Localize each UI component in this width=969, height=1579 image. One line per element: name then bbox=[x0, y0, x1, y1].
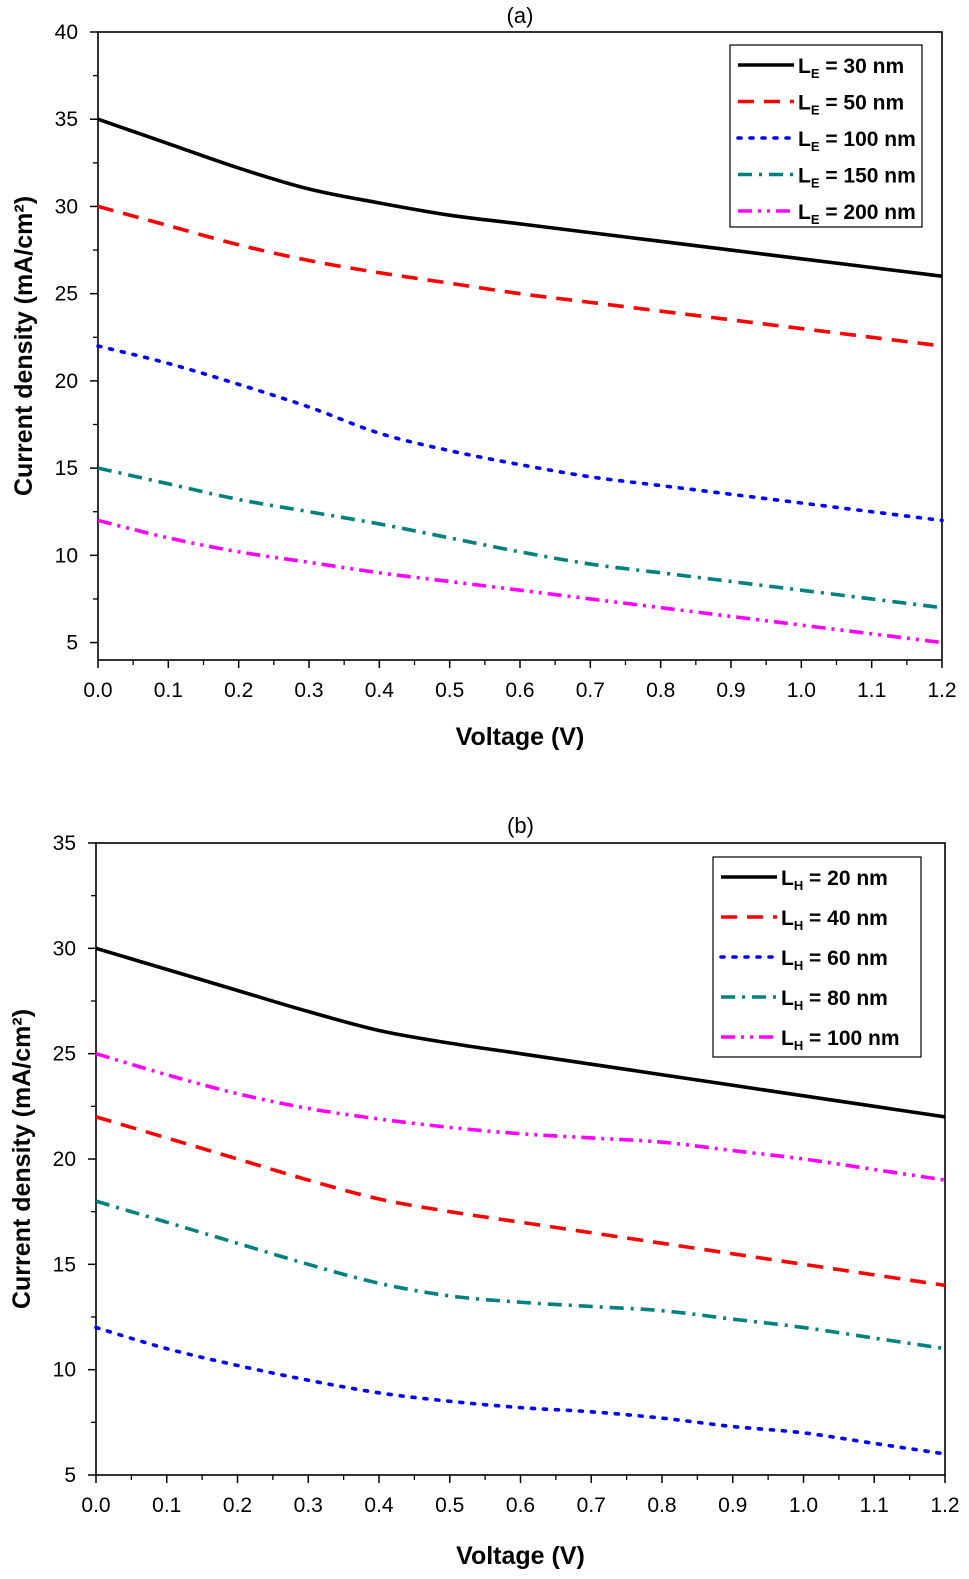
panel-a-y-axis-label: Current density (mA/cm²) bbox=[10, 196, 38, 496]
panel-a-x-tick-label: 0.1 bbox=[154, 679, 183, 702]
panel-b-series-line-2 bbox=[95, 1115, 946, 1288]
panel-a-x-tick-label: 1.2 bbox=[927, 679, 956, 702]
panel-a-x-axis-label: Voltage (V) bbox=[456, 723, 585, 751]
panel-a-series-line-5 bbox=[97, 518, 943, 645]
panel-b-legend-label-4: LH = 80 nm bbox=[781, 987, 888, 1013]
panel-a-y-tick-label: 35 bbox=[55, 108, 78, 131]
panel-b-y-tick-label: 10 bbox=[53, 1359, 76, 1382]
panel-a-x-tick-label: 0.9 bbox=[716, 679, 745, 702]
panel-b-y-axis-label: Current density (mA/cm²) bbox=[8, 1009, 36, 1309]
panel-a-x-tick-label: 0.0 bbox=[83, 679, 112, 702]
panel-b-y-tick-label: 30 bbox=[53, 937, 76, 960]
panel-a-legend-label-4: LE = 150 nm bbox=[798, 165, 916, 191]
panel-b-x-tick-label: 0.5 bbox=[435, 1494, 464, 1517]
panel-b-series-line-3 bbox=[94, 1325, 947, 1456]
panel-b-y-tick-label: 5 bbox=[64, 1464, 76, 1487]
panel-b-x-tick-label: 0.2 bbox=[223, 1494, 252, 1517]
chart-panel-b: (b) 0.0 0.1 0.2 0.3 0.4 0.5 0.6 0.7 0.8 0.9 1.0 1.1 1… bbox=[8, 813, 960, 1570]
panel-b-legend: LH = 20 nm LH = 40 nm LH = 60 nm LH = 80 nm… bbox=[712, 856, 922, 1058]
panel-a-x-tick-label: 0.6 bbox=[505, 679, 534, 702]
panel-a-x-tick-label: 0.5 bbox=[435, 679, 464, 702]
panel-b-y-tick-label: 35 bbox=[53, 832, 76, 855]
panel-a-series-line-1 bbox=[97, 117, 943, 279]
panel-b-x-tick-label: 0.8 bbox=[647, 1494, 676, 1517]
panel-b-x-tick-label: 0.6 bbox=[506, 1494, 535, 1517]
panel-b-x-tick-label: 0.7 bbox=[577, 1494, 606, 1517]
panel-a-series-line-4 bbox=[97, 466, 943, 610]
panel-a-x-tick-label: 0.3 bbox=[294, 679, 323, 702]
panel-b-x-tick-label: 0.1 bbox=[152, 1494, 181, 1517]
panel-b-x-tick-label: 0.0 bbox=[81, 1494, 110, 1517]
panel-b-series-line-1 bbox=[95, 946, 946, 1119]
panel-b-legend-label-3: LH = 60 nm bbox=[781, 947, 888, 973]
panel-a-y-tick-label: 30 bbox=[55, 195, 78, 218]
panel-b-x-axis-label: Voltage (V) bbox=[456, 1542, 585, 1570]
panel-b-x-tick-label: 1.2 bbox=[930, 1494, 959, 1517]
chart-panel-a: (a) 0.0 0.1 0.2 0.3 0.4 0.5 0.6 0.7 0.8 0.9 1.0 1.1 1… bbox=[10, 3, 957, 751]
panel-a-legend-label-3: LE = 100 nm bbox=[798, 128, 916, 154]
panel-a-legend-label-1: LE = 30 nm bbox=[798, 55, 904, 81]
panel-a-x-tick-label: 0.7 bbox=[576, 679, 605, 702]
panel-a-y-tick-label: 25 bbox=[55, 283, 78, 306]
panel-b-legend-label-2: LH = 40 nm bbox=[781, 907, 888, 933]
panel-a-legend-label-5: LE = 200 nm bbox=[798, 201, 916, 227]
panel-a-x-tick-label: 0.2 bbox=[224, 679, 253, 702]
panel-a-x-tick-label: 1.1 bbox=[857, 679, 886, 702]
panel-a-series-line-2 bbox=[97, 204, 943, 348]
panel-a-y-tick-label: 15 bbox=[55, 457, 78, 480]
panel-b-y-tick-label: 15 bbox=[53, 1253, 76, 1276]
panel-b-legend-label-1: LH = 20 nm bbox=[781, 867, 888, 893]
panel-a-y-tick-label: 40 bbox=[55, 21, 78, 44]
panel-b-title: (b) bbox=[507, 813, 534, 838]
panel-a-x-tick-label: 0.4 bbox=[365, 679, 395, 702]
panel-b-legend-label-5: LH = 100 nm bbox=[781, 1027, 900, 1053]
panel-b-x-tick-label: 0.3 bbox=[294, 1494, 323, 1517]
panel-b-series-line-5 bbox=[95, 1051, 946, 1182]
panel-a-y-tick-label: 10 bbox=[55, 544, 78, 567]
panel-a-x-tick-label: 1.0 bbox=[787, 679, 816, 702]
panel-a-y-tick-label: 5 bbox=[66, 632, 78, 655]
panel-b-y-tick-label: 20 bbox=[53, 1148, 76, 1171]
panel-a-series-line-3 bbox=[96, 344, 944, 523]
panel-a-legend-label-2: LE = 50 nm bbox=[798, 92, 904, 118]
panel-a-legend: LE = 30 nm LE = 50 nm LE = 100 nm LE = 150 … bbox=[729, 44, 923, 228]
panel-b-x-tick-label: 1.1 bbox=[860, 1494, 889, 1517]
panel-b-series-line-4 bbox=[95, 1199, 946, 1351]
panel-b-x-tick-label: 0.4 bbox=[364, 1494, 394, 1517]
panel-b-y-tick-label: 25 bbox=[53, 1043, 76, 1066]
panel-a-x-tick-label: 0.8 bbox=[646, 679, 675, 702]
panel-a-title: (a) bbox=[507, 3, 534, 28]
panel-a-legend-box bbox=[729, 44, 923, 228]
panel-a-y-tick-label: 20 bbox=[55, 370, 78, 393]
panel-b-x-tick-label: 1.0 bbox=[789, 1494, 818, 1517]
panel-b-x-tick-label: 0.9 bbox=[718, 1494, 747, 1517]
